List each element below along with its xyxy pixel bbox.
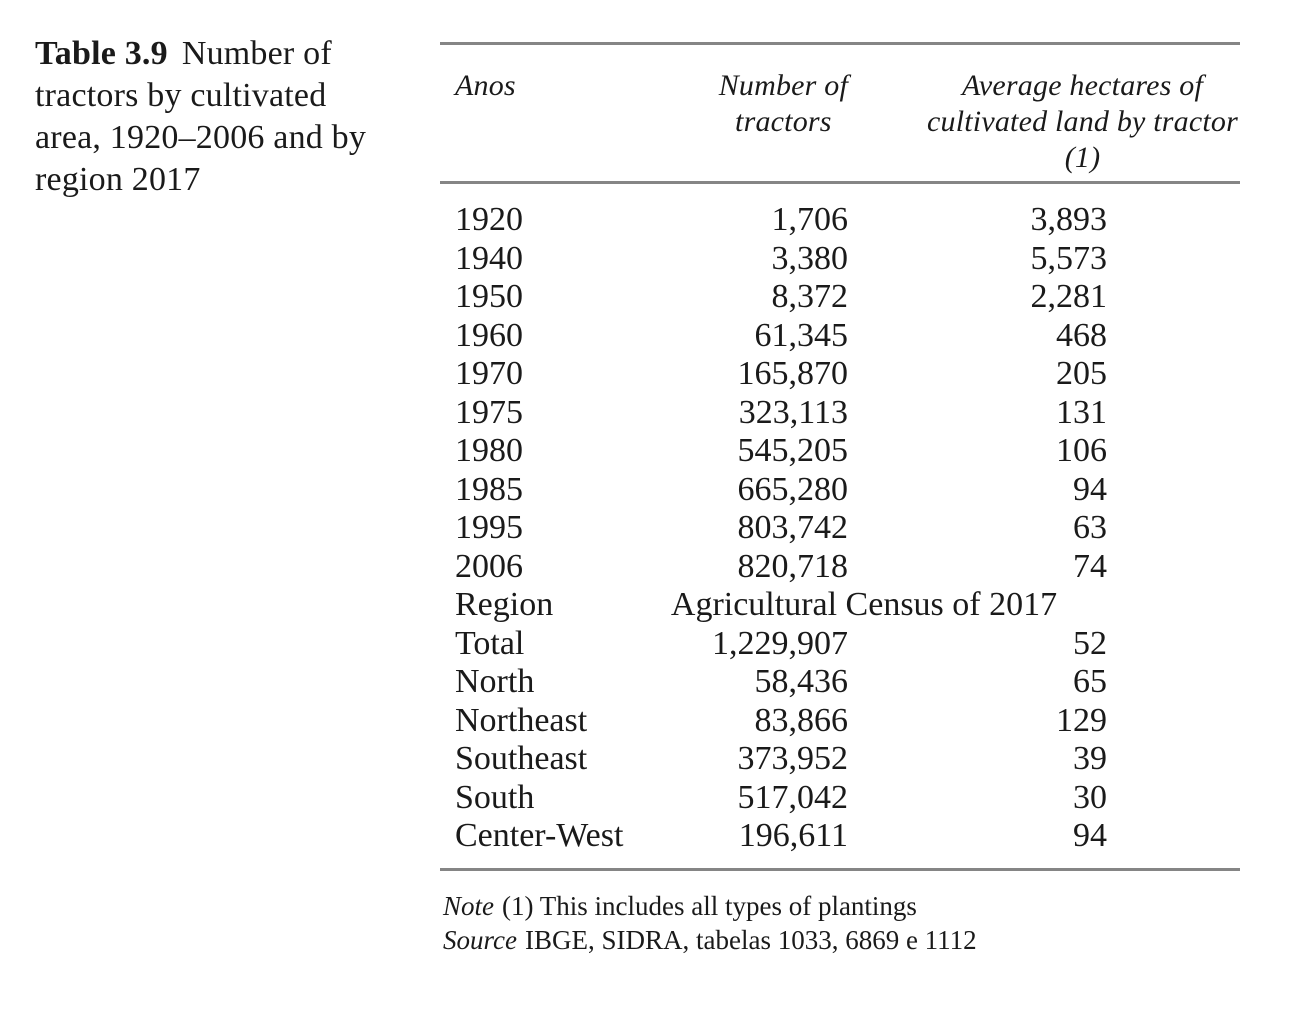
- table-body: 1920 1,706 3,893 1940 3,380 5,573 1950 8…: [440, 184, 1240, 868]
- tractors-value-cell: 83,866: [754, 701, 849, 739]
- table-caption-text-line4: region 2017: [35, 161, 201, 198]
- tractors-value-cell: 196,611: [738, 817, 848, 854]
- source-line: Source IBGE, SIDRA, tabelas 1033, 6869 e …: [443, 923, 1243, 957]
- header-average-hectares: Average hectares of cultivated land by tr…: [860, 42, 1240, 184]
- table-row: North 58,436 65: [440, 663, 1240, 702]
- tractors-value-cell: 665,280: [737, 470, 849, 508]
- row-label-cell: 1995: [455, 509, 523, 546]
- hectares-value-cell: 94: [1073, 470, 1107, 508]
- table-row: 1960 61,345 468: [440, 317, 1240, 356]
- source-text: IBGE, SIDRA, tabelas 1033, 6869 e 1112: [524, 925, 977, 955]
- hectares-value-cell: 52: [1073, 624, 1107, 662]
- table-row-region-header: Region Agricultural Census of 2017: [440, 586, 1240, 625]
- row-label-cell: 1960: [455, 316, 523, 354]
- row-label-cell: 1975: [455, 393, 523, 431]
- hectares-value-cell: 65: [1073, 663, 1107, 700]
- table-header: Anos Number of tractors Average hectares …: [440, 42, 1240, 184]
- table-row: Center-West 196,611 94: [440, 817, 1240, 868]
- table-row: Southeast 373,952 39: [440, 740, 1240, 779]
- census-span-cell: Agricultural Census of 2017: [670, 586, 1058, 623]
- table-caption: Table 3.9 Number of tractors by cultivate…: [35, 33, 435, 201]
- table-caption-text-line2: tractors by cultivated: [35, 77, 327, 114]
- row-label-cell: South: [455, 778, 535, 816]
- table-row: 1985 665,280 94: [440, 471, 1240, 510]
- row-label-cell: Total: [455, 624, 525, 662]
- table-row: Total 1,229,907 52: [440, 625, 1240, 664]
- table-row: 1995 803,742 63: [440, 509, 1240, 548]
- hectares-value-cell: 468: [1056, 316, 1107, 354]
- row-label-cell: Southeast: [455, 740, 588, 777]
- tractors-value-cell: 165,870: [737, 355, 849, 392]
- hectares-value-cell: 39: [1073, 740, 1107, 777]
- tractors-value-cell: 1,706: [771, 201, 849, 238]
- note-line: Note (1) This includes all types of plant…: [443, 889, 1243, 923]
- header-number-of-tractors: Number of tractors: [620, 42, 860, 184]
- tractors-value-cell: 1,229,907: [712, 624, 848, 662]
- hectares-value-cell: 5,573: [1030, 239, 1108, 277]
- tractors-value-cell: 3,380: [771, 239, 849, 277]
- row-label-cell: 1950: [455, 278, 523, 315]
- tractors-value-cell: 803,742: [737, 509, 849, 546]
- tractors-value-cell: 323,113: [738, 393, 848, 431]
- hectares-value-cell: 2,281: [1030, 278, 1108, 315]
- row-label-cell: Northeast: [455, 701, 588, 739]
- tractors-table: Anos Number of tractors Average hectares …: [440, 42, 1240, 871]
- tractors-value-cell: 517,042: [737, 778, 849, 816]
- table-caption-text-line1: Number of: [181, 35, 332, 72]
- table-row: 1950 8,372 2,281: [440, 278, 1240, 317]
- hectares-value-cell: 131: [1056, 393, 1107, 431]
- note-text: (1) This includes all types of plantings: [502, 891, 917, 921]
- table-row: South 517,042 30: [440, 779, 1240, 818]
- row-label-cell: Center-West: [455, 817, 624, 854]
- table-row: 1975 323,113 131: [440, 394, 1240, 433]
- row-label-cell: 1970: [455, 355, 523, 392]
- table-row: 1970 165,870 205: [440, 355, 1240, 394]
- table-row: 1980 545,205 106: [440, 432, 1240, 471]
- hectares-value-cell: 106: [1056, 432, 1107, 469]
- table-caption-text-line3: area, 1920–2006 and by: [35, 119, 367, 156]
- table-row: 1940 3,380 5,573: [440, 240, 1240, 279]
- row-label-cell: 1920: [455, 201, 523, 238]
- tractors-value-cell: 8,372: [771, 278, 849, 315]
- table-row: 1920 1,706 3,893: [440, 184, 1240, 240]
- tractors-value-cell: 820,718: [737, 547, 849, 585]
- hectares-value-cell: 63: [1073, 509, 1107, 546]
- hectares-value-cell: 3,893: [1030, 201, 1108, 238]
- note-prefix: Note: [443, 891, 494, 921]
- source-prefix: Source: [443, 925, 517, 955]
- hectares-value-cell: 129: [1056, 701, 1107, 739]
- tractors-value-cell: 61,345: [754, 316, 849, 354]
- table-row: 2006 820,718 74: [440, 548, 1240, 587]
- table-notes: Note (1) This includes all types of plant…: [443, 889, 1243, 957]
- hectares-value-cell: 30: [1073, 778, 1107, 816]
- row-label-cell: North: [455, 663, 535, 700]
- tractors-value-cell: 545,205: [737, 432, 849, 469]
- hectares-value-cell: 94: [1073, 817, 1107, 854]
- hectares-value-cell: 74: [1073, 547, 1107, 585]
- row-label-cell: 1940: [455, 239, 523, 277]
- tractors-value-cell: 373,952: [737, 740, 849, 777]
- row-label-cell: Region: [455, 586, 554, 623]
- hectares-value-cell: 205: [1056, 355, 1107, 392]
- tractors-data-table: Anos Number of tractors Average hectares …: [440, 42, 1240, 871]
- row-label-cell: 1985: [455, 470, 523, 508]
- row-label-cell: 2006: [455, 547, 523, 585]
- row-label-cell: 1980: [455, 432, 523, 469]
- table-row: Northeast 83,866 129: [440, 702, 1240, 741]
- header-anos: Anos: [440, 42, 620, 184]
- tractors-value-cell: 58,436: [754, 663, 849, 700]
- table-caption-number: Table 3.9: [35, 35, 168, 72]
